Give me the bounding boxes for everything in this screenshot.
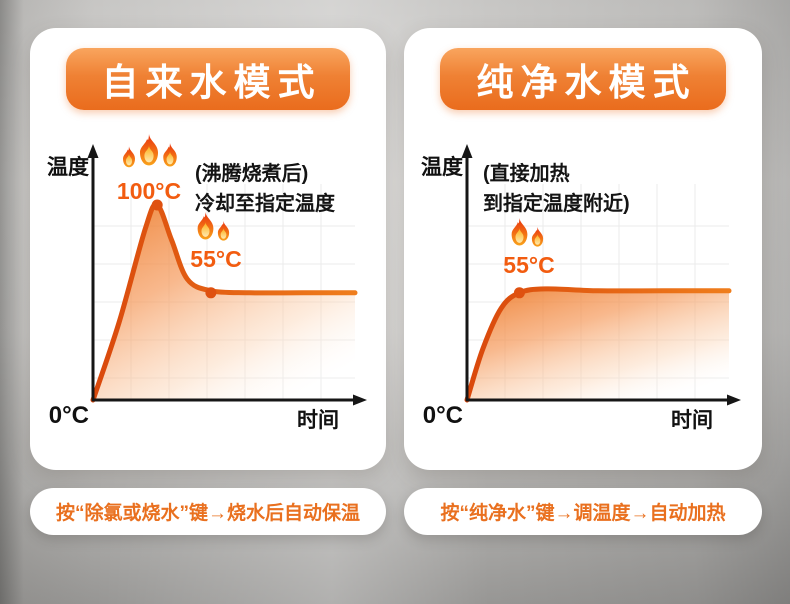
curve-point-dot <box>513 287 525 299</box>
panel-purified-water: 纯净水模式 <box>404 28 762 470</box>
plateau-temp-label: 55°C <box>503 252 554 278</box>
instruction-text-purified: 按“纯净水”键→调温度→自动加热 <box>440 503 726 524</box>
y-axis-label: 温度 <box>47 155 89 179</box>
mode-title-pill-purified: 纯净水模式 <box>440 48 726 110</box>
annotation-line1: (沸腾烧煮后) <box>195 161 308 185</box>
temperature-chart-purified: 温度 时间 0°C 55°C (直接加热 到指定温度附近) <box>421 144 741 432</box>
mode-title-pill-tap: 自来水模式 <box>66 48 350 110</box>
temperature-curve <box>464 286 732 403</box>
instruction-banner-purified: 按“纯净水”键→调温度→自动加热 <box>404 488 762 535</box>
annotation-line2: 到指定温度附近) <box>483 191 630 215</box>
peak-temp-label: 100°C <box>117 178 181 204</box>
plateau-temp-label: 55°C <box>190 246 241 272</box>
temperature-chart-tap: 温度 时间 0°C 100°C 55°C (沸腾烧煮后) 冷却至指定温度 <box>47 134 367 432</box>
mode-title-purified: 纯净水模式 <box>476 62 697 103</box>
x-axis-label: 时间 <box>297 409 339 432</box>
panel-tap-water: 自来水模式 <box>30 28 386 470</box>
origin-label: 0°C <box>49 402 89 429</box>
annotation-line2: 冷却至指定温度 <box>195 191 336 215</box>
curve-point-dot <box>151 199 163 211</box>
curve-points <box>513 287 525 299</box>
instruction-banner-tap: 按“除氯或烧水”键→烧水后自动保温 <box>30 488 386 535</box>
chart-axes <box>461 144 741 406</box>
chart-axes <box>87 144 367 406</box>
origin-label: 0°C <box>423 402 463 429</box>
x-axis-label: 时间 <box>671 409 713 432</box>
temperature-curve <box>90 202 358 403</box>
annotation-line1: (直接加热 <box>483 161 570 185</box>
instruction-text-tap: 按“除氯或烧水”键→烧水后自动保温 <box>55 503 360 524</box>
flames-55c-icon <box>511 218 544 247</box>
curve-area <box>467 288 729 400</box>
flames-100c-icon <box>123 134 177 168</box>
curve-points <box>151 199 217 299</box>
y-axis-label: 温度 <box>421 155 463 179</box>
mode-title-tap: 自来水模式 <box>101 62 322 103</box>
curve-point-dot <box>205 287 217 299</box>
curve-area <box>93 204 355 400</box>
